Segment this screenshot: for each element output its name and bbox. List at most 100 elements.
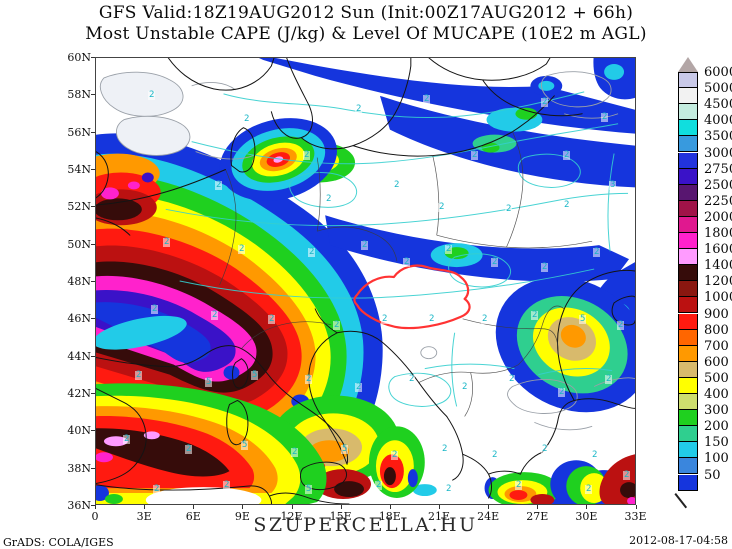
lat-tick-label: 46N [67,312,91,326]
colorbar-swatch-4000 [678,120,698,137]
colorbar-label: 50 [704,467,721,483]
map-title-line2: Most Unstable CAPE (J/kg) & Level Of MUC… [85,24,647,44]
lon-tick-mark [242,505,244,509]
colorbar-label: 300 [704,403,729,419]
colorbar-swatch-150 [678,442,698,459]
lat-tick-mark [91,281,95,282]
colorbar-swatch-1200 [678,281,698,298]
colorbar-swatch-300 [678,410,698,427]
lon-tick-mark [635,505,637,509]
colorbar-swatch-1400 [678,265,698,282]
lat-tick-label: 40N [67,424,91,438]
lat-tick-label: 58N [67,88,91,102]
lon-tick-mark [340,505,342,509]
lon-tick-label: 27E [526,510,549,523]
longitude-axis: 0 3E 6E 9E 12E 15E 18E 21E 24E 27E 30E 33E [92,505,647,527]
lon-tick-label: 18E [378,510,401,523]
colorbar-label: 4000 [704,113,732,129]
lon-tick-label: 33E [624,510,647,523]
colorbar-swatch-200 [678,426,698,443]
colorbar-swatch-500 [678,377,698,394]
lon-tick-mark [438,505,440,509]
colorbar-swatch-900 [678,313,698,330]
colorbar-swatch-100 [678,458,698,475]
colorbar-swatch-2500 [678,184,698,201]
coastlines [96,58,635,504]
lon-tick-label: 9E [234,510,250,523]
colorbar-swatch-800 [678,329,698,346]
lon-tick-label: 21E [427,510,450,523]
colorbar-swatch-700 [678,345,698,362]
lat-tick-label: 36N [67,499,91,512]
colorbar-swatch-3500 [678,136,698,153]
mucape-level-contours [165,91,629,407]
colorbar-swatch-1000 [678,297,698,314]
colorbar-swatch-4500 [678,104,698,121]
lat-tick-label: 56N [67,125,91,139]
colorbar-label: 1600 [704,242,732,258]
lat-tick-label: 50N [67,237,91,251]
colorbar-swatch-1600 [678,249,698,266]
cape-colorbar-legend: 6000500045004000350030002750250022502000… [674,57,732,517]
lat-tick-mark [91,355,95,357]
latitude-axis: 60N 58N 56N 54N 52N 50N 48N 46N 44N 42N 40N 38N 36N [58,52,95,511]
colorbar-swatch-400 [678,394,698,411]
lon-tick-mark [389,505,391,509]
colorbar-label: 100 [704,451,729,467]
cape-map-graphic [96,58,635,504]
lon-tick-label: 0 [91,510,99,523]
colorbar-label: 2750 [704,161,732,177]
colorbar-label: 2250 [704,193,732,209]
colorbar-label: 3000 [704,145,732,161]
lat-tick-mark [91,393,95,394]
colorbar-label: 2000 [704,209,732,225]
lat-tick-mark [91,169,95,170]
lat-tick-label: 44N [67,349,91,363]
watermark-text: SZUPERCELLA.HU [253,514,478,536]
lat-tick-mark [91,57,95,58]
lon-tick-mark [291,505,293,509]
colorbar-swatch-3000 [678,152,698,169]
colorbar-label: 3500 [704,129,732,145]
hungary-highlight-border [353,264,471,330]
colorbar-label: 1200 [704,274,732,290]
colorbar-underflow-line-icon [674,493,688,509]
gray-contours [100,71,635,431]
colorbar-swatch-6000 [678,72,698,89]
colorbar-label: 6000 [704,65,732,80]
lon-tick-label: 12E [280,510,303,523]
colorbar-label: 700 [704,338,729,354]
generation-timestamp: 2012-08-17-04:58 [629,534,728,547]
colorbar-label: 4500 [704,97,732,113]
colorbar-label: 900 [704,306,729,322]
colorbar-overflow-arrow-icon [678,57,698,72]
lon-tick-mark [95,505,96,509]
colorbar-label: 2500 [704,177,732,193]
lon-tick-label: 30E [575,510,598,523]
colorbar-label: 200 [704,419,729,435]
colorbar-swatch-50 [678,474,698,491]
lon-tick-mark [488,505,490,509]
colorbar-label: 500 [704,370,729,386]
lon-tick-label: 24E [477,510,500,523]
country-borders [219,131,593,417]
lat-tick-mark [91,94,95,96]
colorbar-swatch-2000 [678,216,698,233]
lat-tick-label: 38N [67,461,91,475]
colorbar-swatch-1800 [678,233,698,250]
colorbar-label: 800 [704,322,729,338]
colorbar-label: 150 [704,435,729,451]
lat-tick-mark [91,206,95,208]
colorbar-label: 1000 [704,290,732,306]
grads-credit-text: GrADS: COLA/IGES [3,536,114,549]
lat-tick-mark [91,430,95,432]
lat-tick-mark [91,131,95,133]
colorbar-label: 5000 [704,81,732,97]
lon-tick-mark [537,505,539,509]
colorbar-label: 600 [704,354,729,370]
lat-tick-label: 48N [67,275,91,288]
lon-tick-label: 3E [136,510,152,523]
lon-tick-mark [144,505,146,509]
